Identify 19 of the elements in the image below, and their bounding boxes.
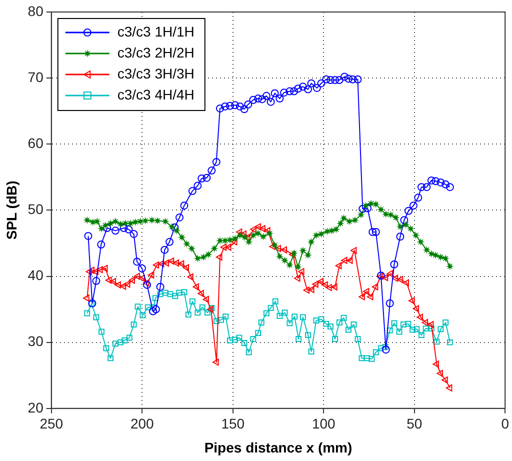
legend-label: c3/c3 3H/3H <box>117 65 194 82</box>
legend-label: c3/c3 4H/4H <box>117 86 194 102</box>
legend-label: c3/c3 2H/2H <box>117 44 194 60</box>
y-tick-label: 60 <box>28 134 44 151</box>
y-tick-label: 50 <box>28 201 44 218</box>
x-tick-label: 50 <box>406 416 422 432</box>
y-tick-label: 70 <box>28 68 44 85</box>
x-tick-label: 250 <box>40 416 64 432</box>
x-tick-label: 200 <box>130 416 154 432</box>
x-tick-label: 0 <box>501 416 510 432</box>
y-tick-label: 20 <box>28 399 44 416</box>
legend-label: c3/c3 1H/1H <box>117 23 194 40</box>
y-tick-label: 40 <box>28 267 44 284</box>
x-tick-label: 100 <box>312 416 336 432</box>
y-tick-label: 80 <box>28 2 44 19</box>
y-tick-label: 30 <box>28 333 44 350</box>
x-axis-title: Pipes distance x (mm) <box>204 439 352 456</box>
x-tick-label: 150 <box>221 416 245 432</box>
y-axis-title: SPL (dB) <box>3 180 20 240</box>
